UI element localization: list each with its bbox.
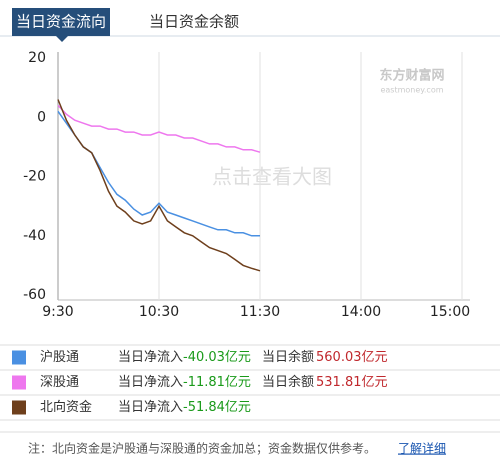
y-tick-label: 0 xyxy=(37,109,46,125)
flow-value: -40.03亿元 xyxy=(183,350,251,365)
tab[interactable]: 当日资金余额 xyxy=(149,13,239,31)
balance-value: 531.81亿元 xyxy=(316,375,388,390)
y-tick-label: -40 xyxy=(23,228,46,244)
legend-swatch xyxy=(12,400,26,415)
legend-swatch xyxy=(12,375,26,390)
balance-label: 当日余额 xyxy=(262,374,314,390)
x-tick-label: 10:30 xyxy=(139,304,179,320)
x-tick-label: 14:00 xyxy=(341,304,381,320)
flow-label: 当日净流入 xyxy=(118,375,183,390)
flow-label: 当日净流入 xyxy=(118,350,183,365)
legend-name: 沪股通 xyxy=(40,349,79,365)
watermark[interactable]: 点击查看大图 xyxy=(212,165,332,189)
note: 注：北向资金是沪股通与深股通的资金加总；资金数据仅供参考。 xyxy=(28,441,376,456)
legend-name: 深股通 xyxy=(40,375,79,390)
legend-name: 北向资金 xyxy=(40,399,92,415)
note-link[interactable]: 了解详细 xyxy=(398,441,446,456)
flow-label: 当日净流入 xyxy=(118,400,183,415)
legend-table xyxy=(0,344,500,433)
tab-active-bg[interactable] xyxy=(12,8,110,36)
x-tick-label: 9:30 xyxy=(42,304,73,320)
tab-pointer xyxy=(56,36,68,42)
legend-swatch xyxy=(12,350,26,365)
x-tick-label: 15:00 xyxy=(430,304,470,320)
logo-name: 东方财富网 xyxy=(379,68,444,84)
series-line xyxy=(57,104,261,153)
x-tick-label: 11:30 xyxy=(240,304,280,320)
y-tick-label: -20 xyxy=(23,169,46,185)
balance-label: 当日余额 xyxy=(262,349,314,365)
tab[interactable]: 当日资金流向 xyxy=(16,13,106,31)
flow-value: -51.84亿元 xyxy=(183,400,251,415)
series-line xyxy=(57,99,261,272)
flow-value: -11.81亿元 xyxy=(183,375,251,390)
y-tick-label: -60 xyxy=(23,287,46,303)
logo-url: eastmoney.com xyxy=(380,86,443,95)
y-tick-label: 20 xyxy=(28,50,46,66)
balance-value: 560.03亿元 xyxy=(316,350,388,365)
